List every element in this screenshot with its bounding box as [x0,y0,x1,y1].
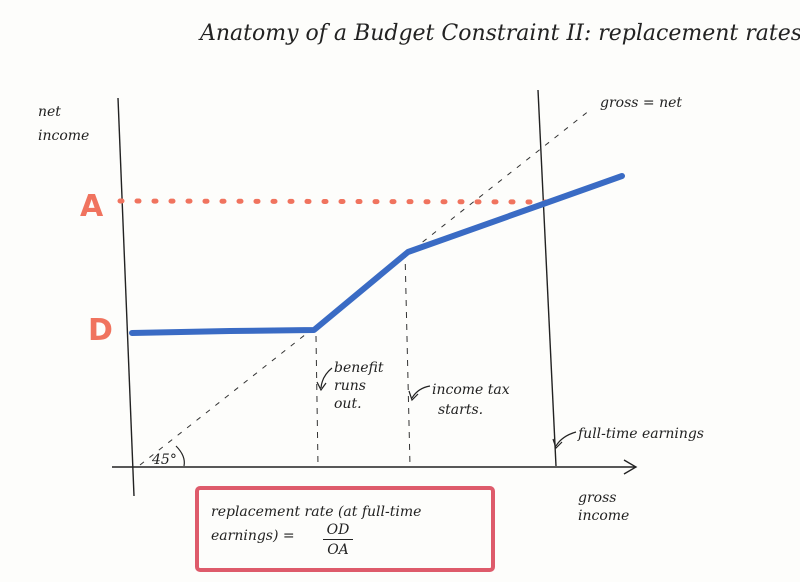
formula-line-2: earnings) = [211,528,295,544]
tax-arrow [411,385,431,399]
y-axis [117,97,135,497]
x-axis-label-1: gross [578,490,616,506]
benefit-runs-out-marker [315,335,319,467]
formula-denominator: OA [327,542,349,558]
formula-line-1: replacement rate (at full-time [211,504,422,520]
replacement-rate-formula-box: replacement rate (at full-time earnings)… [195,486,495,572]
tax-arrowhead [408,390,419,402]
benefit-label-3: out. [334,396,362,412]
gross-equals-net-label: gross = net [600,95,682,111]
fulltime-earnings-line [537,89,557,467]
fulltime-label: full-time earnings [577,426,704,442]
level-A-line [117,198,551,205]
benefit-arrowhead [316,381,327,392]
angle-arc [175,445,185,467]
formula-fraction: OD OA [323,522,353,558]
benefit-arrow [320,367,333,389]
x-axis-arrowhead [623,459,638,475]
income-tax-starts-marker [404,251,411,467]
x-axis-label-2: income [578,508,629,524]
diagram-title: Anatomy of a Budget Constraint II: repla… [198,21,800,46]
budget-constraint-line [129,173,625,336]
angle-label: 45° [151,452,177,468]
tax-label-1: income tax [432,382,510,398]
y-axis-label-2: income [38,128,89,144]
benefit-label-1: benefit [334,360,384,376]
y-axis-label-1: net [38,104,61,120]
tax-label-2: starts. [438,402,483,418]
label-A: A [80,189,104,224]
fulltime-arrowhead [552,438,563,450]
fulltime-arrow [555,431,577,447]
benefit-label-2: runs [334,378,366,394]
formula-numerator: OD [323,522,353,540]
label-D: D [88,313,113,348]
